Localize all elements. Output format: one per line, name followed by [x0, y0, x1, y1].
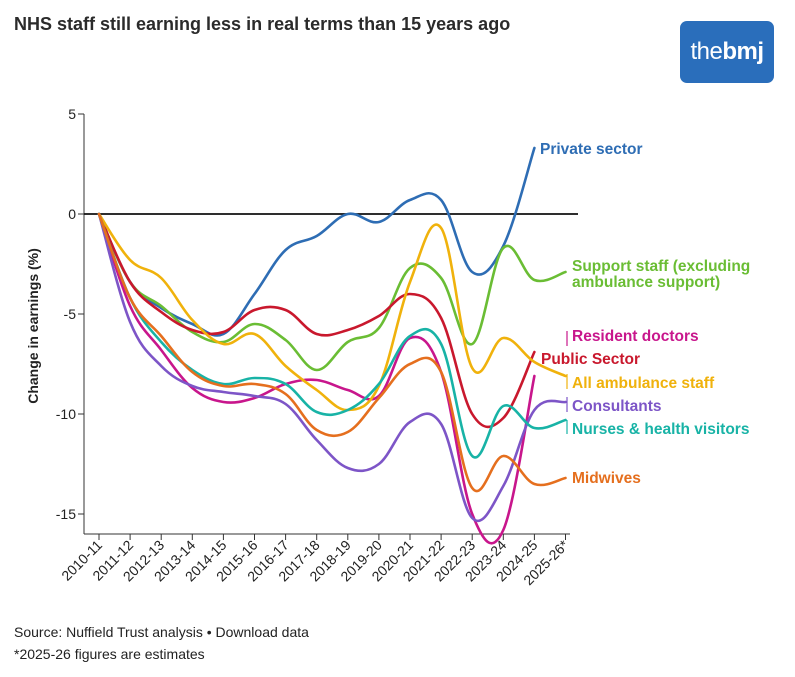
series-label-consultants: Consultants: [572, 398, 662, 415]
y-tick-label: -10: [56, 406, 76, 422]
y-axis-title: Change in earnings (%): [25, 248, 41, 404]
chart-title: NHS staff still earning less in real ter…: [14, 14, 511, 34]
y-tick-label: 5: [68, 106, 76, 122]
series-label-private-sector: Private sector: [540, 141, 643, 158]
y-tick-label: -15: [56, 506, 76, 522]
y-tick-label: -5: [64, 306, 77, 322]
series-label-support-staff-excluding-ambulance-support: Support staff (excluding: [572, 258, 750, 275]
series-label-midwives: Midwives: [572, 470, 641, 487]
series-line-resident-doctors: [97, 212, 536, 545]
bmj-logo[interactable]: the bmj: [680, 21, 774, 83]
logo-text-bmj: bmj: [722, 38, 764, 65]
series-line-support-staff-excluding-ambulance-support: [97, 212, 567, 372]
series-label-resident-doctors: Resident doctors: [572, 328, 699, 345]
series-line-public-sector: [97, 212, 536, 429]
series-line-nurses-health-visitors: [97, 212, 567, 459]
series-line-consultants: [97, 212, 567, 522]
series-label-all-ambulance-staff: All ambulance staff: [572, 375, 715, 392]
series-line-midwives: [97, 212, 567, 493]
source-note: Source: Nuffield Trust analysis • Downlo…: [14, 624, 309, 640]
y-tick-label: 0: [68, 206, 76, 222]
logo-text-the: the: [690, 38, 723, 65]
series-label-public-sector: Public Sector: [541, 351, 640, 368]
series-label-nurses-health-visitors: Nurses & health visitors: [572, 421, 749, 438]
estimates-footnote: *2025-26 figures are estimates: [14, 646, 205, 662]
series-label-support-staff-excluding-ambulance-support: ambulance support): [572, 274, 720, 291]
